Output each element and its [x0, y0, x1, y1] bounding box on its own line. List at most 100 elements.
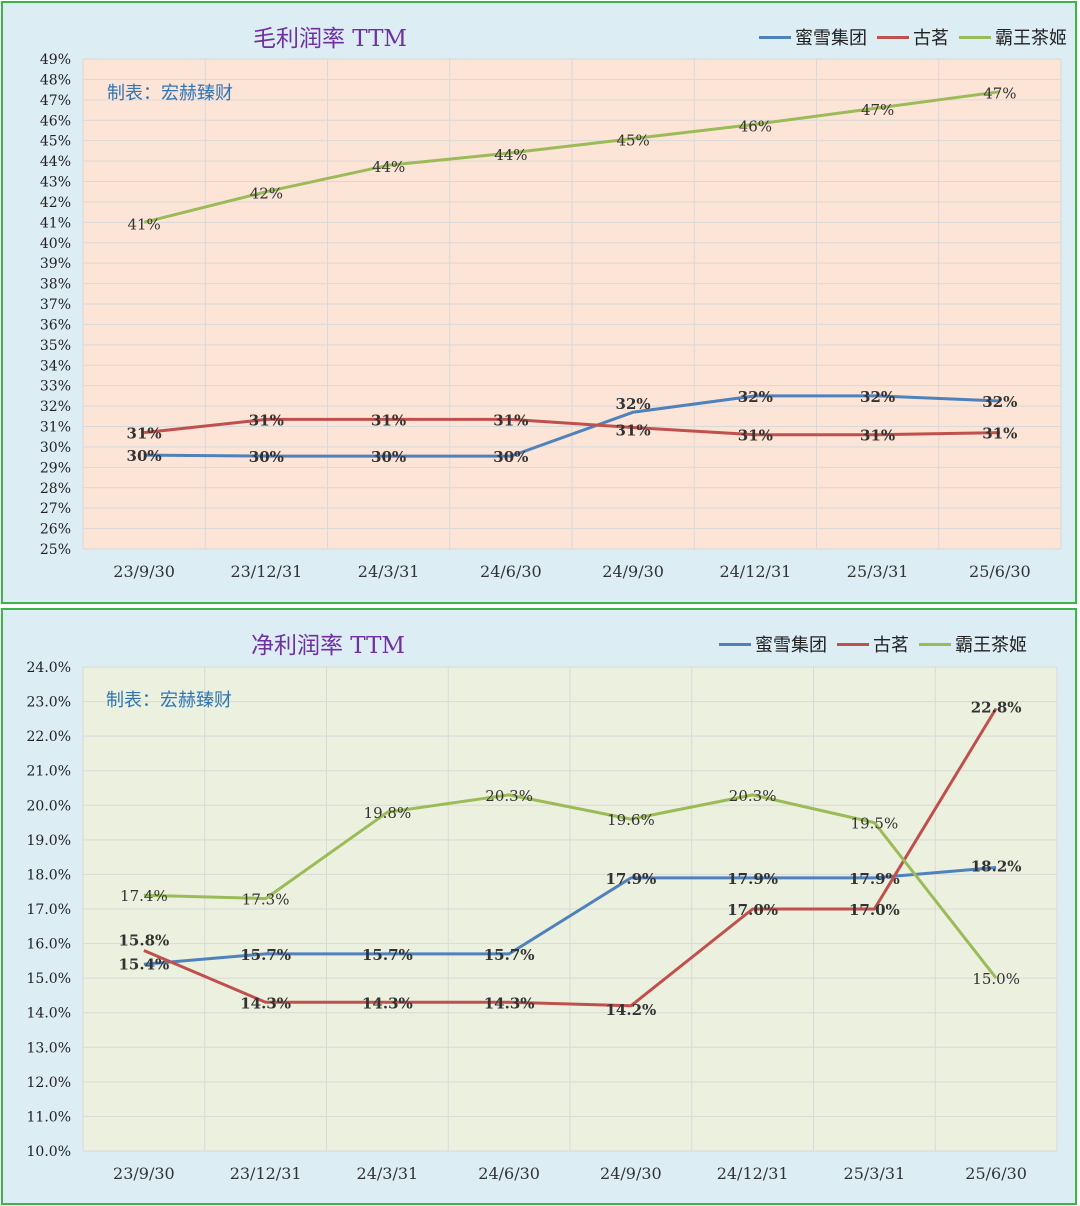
data-label: 15.4% — [118, 955, 169, 973]
chart-title: 净利润率 TTM — [251, 633, 405, 659]
legend-item-guming: 古茗 — [837, 631, 909, 657]
x-tick-label: 24/9/30 — [600, 1164, 662, 1183]
data-label: 14.3% — [240, 994, 291, 1012]
y-tick-label: 39% — [40, 256, 71, 272]
data-label: 19.8% — [364, 804, 412, 822]
data-label: 15.7% — [240, 946, 291, 964]
y-tick-label: 27% — [40, 501, 71, 517]
data-label: 31% — [860, 427, 895, 445]
data-label: 32% — [616, 395, 651, 413]
data-label: 46% — [739, 117, 772, 135]
y-tick-label: 23.0% — [27, 695, 71, 711]
legend-swatch — [759, 35, 791, 39]
legend-swatch — [837, 642, 869, 646]
gross-margin-chart: 25% 26% 27% 28% 29% 30% 31% 32% 33% 34% 35% 36% 37% 3… — [40, 52, 1062, 581]
y-tick-label: 26% — [40, 522, 71, 538]
y-tick-label: 15.0% — [27, 971, 71, 987]
data-label: 31% — [493, 411, 528, 429]
data-label: 14.2% — [605, 1001, 656, 1019]
data-label: 22.8% — [971, 698, 1022, 716]
legend-label: 古茗 — [873, 635, 909, 656]
legend: 蜜雪集团 古茗 霸王茶姬 — [709, 631, 1027, 657]
source-note: 制表：宏赫臻财 — [106, 690, 232, 711]
legend-swatch — [719, 642, 751, 646]
x-tick-label: 24/12/31 — [719, 562, 791, 581]
data-label: 19.5% — [851, 815, 899, 833]
y-tick-label: 37% — [40, 297, 71, 313]
data-label: 44% — [494, 146, 527, 164]
y-tick-label: 40% — [40, 236, 71, 252]
x-tick-label: 25/6/30 — [965, 1164, 1027, 1183]
series-line-1 — [144, 394, 1000, 458]
data-label: 30% — [493, 448, 528, 466]
data-label: 17.9% — [849, 870, 900, 888]
y-tick-label: 18.0% — [27, 867, 71, 883]
x-tick-label: 23/9/30 — [113, 1164, 175, 1183]
data-label: 19.6% — [607, 811, 655, 829]
series-line-2 — [143, 417, 1000, 437]
data-label: 32% — [982, 393, 1017, 411]
source-note: 制表：宏赫臻财 — [107, 83, 233, 104]
data-label: 17.0% — [727, 901, 778, 919]
y-tick-label: 21.0% — [27, 764, 71, 780]
data-label: 31% — [616, 422, 651, 440]
data-label: 45% — [616, 132, 649, 150]
net-margin-panel: 10.0% 11.0% 12.0% 13.0% 14.0% 15.0% 16.0% 17.0%… — [1, 608, 1077, 1205]
data-label: 18.2% — [971, 858, 1022, 876]
data-label: 31% — [738, 427, 773, 445]
chart-title: 毛利润率 TTM — [253, 26, 407, 52]
y-tick-label: 31% — [40, 420, 71, 436]
data-label: 32% — [738, 388, 773, 406]
y-tick-label: 49% — [40, 52, 71, 68]
y-tick-label: 25% — [40, 542, 71, 558]
legend-label: 蜜雪集团 — [755, 635, 827, 656]
y-tick-label: 33% — [40, 379, 71, 395]
y-tick-label: 48% — [40, 72, 71, 88]
y-tick-label: 17.0% — [27, 902, 71, 918]
data-label: 20.3% — [485, 787, 533, 805]
data-label: 17.3% — [242, 891, 290, 909]
data-label: 17.0% — [849, 901, 900, 919]
x-tick-label: 25/3/31 — [847, 562, 909, 581]
legend-label: 霸王茶姬 — [955, 635, 1027, 656]
data-label: 14.3% — [362, 994, 413, 1012]
x-tick-label: 24/3/31 — [358, 562, 420, 581]
y-tick-label: 35% — [40, 338, 71, 354]
net-margin-chart: 10.0% 11.0% 12.0% 13.0% 14.0% 15.0% 16.0% 17.0%… — [27, 660, 1058, 1183]
gross-margin-panel: 25% 26% 27% 28% 29% 30% 31% 32% 33% 34% 35% 36% 37% 3… — [1, 1, 1077, 604]
y-tick-label: 44% — [40, 154, 71, 170]
data-label: 47% — [983, 85, 1016, 103]
y-tick-label: 20.0% — [27, 798, 71, 814]
y-tick-label: 32% — [40, 399, 71, 415]
data-label: 30% — [371, 448, 406, 466]
y-tick-label: 14.0% — [27, 1006, 71, 1022]
y-tick-label: 42% — [40, 195, 71, 211]
y-tick-label: 47% — [40, 93, 71, 109]
series-line-1 — [143, 866, 997, 966]
series-line-2 — [143, 707, 998, 1008]
data-label: 47% — [861, 101, 894, 119]
data-label: 41% — [127, 215, 160, 233]
data-label: 17.4% — [120, 887, 168, 905]
data-label: 15.0% — [972, 970, 1020, 988]
legend-item-mixue: 蜜雪集团 — [759, 24, 867, 50]
data-label: 42% — [250, 185, 283, 203]
legend-label: 古茗 — [913, 28, 949, 49]
data-label: 17.9% — [605, 870, 656, 888]
y-tick-label: 13.0% — [27, 1040, 71, 1056]
x-tick-label: 23/9/30 — [113, 562, 175, 581]
y-tick-label: 24.0% — [27, 660, 71, 676]
legend-item-chagee: 霸王茶姬 — [919, 631, 1027, 657]
series-line-3 — [143, 90, 1001, 224]
y-tick-label: 19.0% — [27, 833, 71, 849]
x-tick-label: 23/12/31 — [230, 1164, 302, 1183]
legend-label: 蜜雪集团 — [795, 28, 867, 49]
data-label: 44% — [372, 158, 405, 176]
x-tick-label: 23/12/31 — [230, 562, 302, 581]
data-label: 30% — [127, 447, 162, 465]
y-tick-label: 38% — [40, 277, 71, 293]
data-label: 31% — [371, 411, 406, 429]
y-tick-label: 12.0% — [27, 1075, 71, 1091]
data-label: 30% — [249, 448, 284, 466]
y-tick-label: 11.0% — [27, 1109, 71, 1125]
